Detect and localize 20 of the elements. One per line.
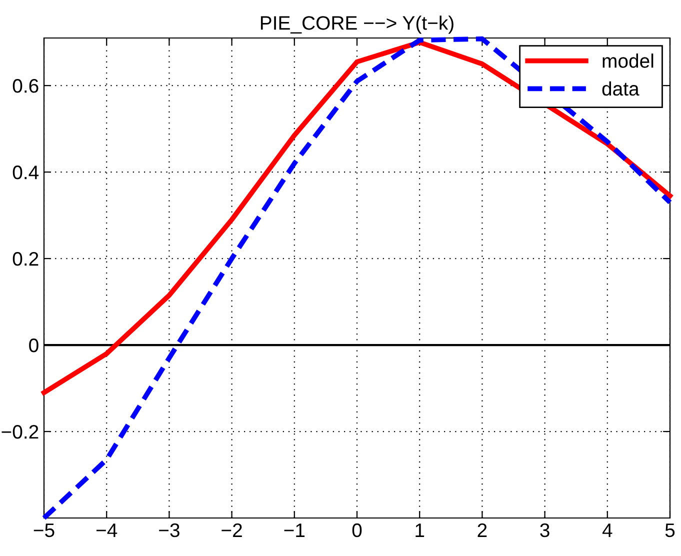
- x-tick-label: −4: [96, 524, 118, 537]
- y-tick-label: 0.6: [12, 79, 38, 93]
- x-tick-label: 3: [540, 523, 550, 538]
- x-tick-label: −5: [34, 524, 54, 538]
- line-series: [42, 36, 672, 520]
- y-tick-label: 0: [29, 338, 38, 352]
- x-tick-label: 5: [665, 524, 675, 538]
- x-tick-label: −3: [159, 523, 180, 538]
- y-tick-label: 0.4: [12, 166, 39, 180]
- chart-title: PIE_CORE −−> Y(t−k): [260, 16, 454, 34]
- x-tick-label: 4: [602, 524, 612, 537]
- x-tick-label: −2: [222, 523, 242, 537]
- x-tick-label: 2: [478, 523, 487, 537]
- x-tick-label: 0: [352, 523, 362, 538]
- y-tick-label: −0.2: [2, 424, 38, 439]
- legend-label: model: [602, 54, 654, 68]
- x-tick-label: −1: [284, 524, 305, 537]
- legend-label: data: [602, 81, 640, 96]
- x-tick-label: 1: [416, 524, 424, 537]
- y-tick-label: 0.2: [12, 252, 38, 266]
